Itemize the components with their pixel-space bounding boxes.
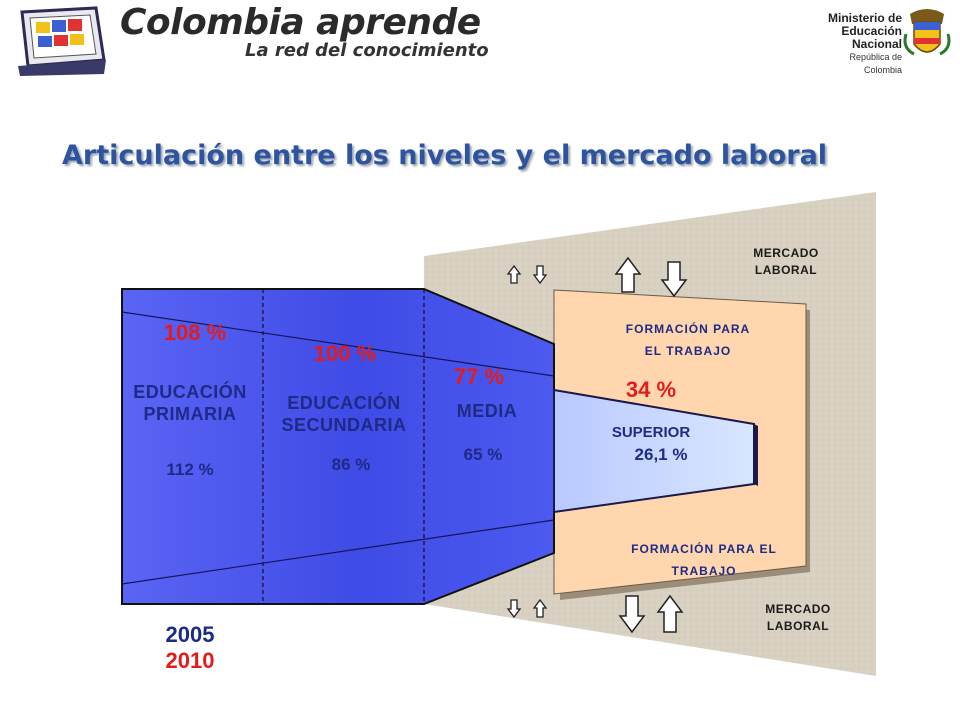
formacion-top-line: EL TRABAJO — [644, 344, 732, 358]
brand-tagline: La red del conocimiento — [245, 40, 489, 61]
ministry-name: Ministerio de Educación Nacional Repúbli… — [812, 12, 902, 77]
arrow-down-icon — [506, 599, 522, 619]
ministry-line: Nacional — [851, 37, 902, 51]
media-rate-2005: 65 % — [463, 445, 503, 464]
secundaria-rate-2005: 86 % — [331, 455, 371, 474]
page-title: Articulación entre los niveles y el merc… — [62, 140, 828, 171]
primaria-label-line: PRIMARIA — [143, 404, 237, 424]
arrow-up-icon — [506, 264, 522, 284]
superior-rate-2005: 26,1 % — [634, 445, 688, 464]
primaria-rate-2005: 112 % — [166, 460, 214, 479]
arrow-down-icon — [532, 265, 548, 285]
primaria-label: EDUCACIÓN PRIMARIA — [120, 381, 260, 425]
secundaria-label-line: EDUCACIÓN — [287, 393, 401, 413]
brand-name: Colombia aprende — [120, 2, 481, 43]
mercado-laboral-top: MERCADO LABORAL — [736, 245, 836, 279]
mercado-laboral-line: LABORAL — [754, 263, 818, 277]
colombia-aprende-logo-icon — [14, 4, 110, 78]
superior-label: SUPERIOR — [611, 424, 691, 441]
mercado-laboral-line: LABORAL — [766, 619, 830, 633]
mercado-laboral-line: MERCADO — [753, 246, 819, 260]
arrow-up-icon — [656, 594, 684, 633]
legend-year-2010: 2010 — [165, 648, 215, 673]
legend-year-2005: 2005 — [165, 622, 215, 647]
formacion-top-label: FORMACIÓN PARA EL TRABAJO — [600, 318, 776, 362]
coat-of-arms-icon — [902, 4, 952, 64]
ministry-line: Educación — [841, 24, 902, 38]
mercado-laboral-line: MERCADO — [765, 602, 831, 616]
arrow-up-icon — [532, 598, 548, 618]
arrow-down-icon — [660, 261, 688, 298]
media-label: MEDIA — [456, 401, 518, 421]
ministry-line: Ministerio de — [827, 11, 902, 25]
mercado-laboral-bottom: MERCADO LABORAL — [748, 601, 848, 635]
primaria-rate-2010: 108 % — [163, 320, 227, 345]
formacion-top-line: FORMACIÓN PARA — [625, 322, 751, 336]
media-rate-2010: 77 % — [453, 364, 505, 389]
ministry-country: República de Colombia — [849, 52, 902, 75]
secundaria-label-line: SECUNDARIA — [281, 415, 407, 435]
formacion-bottom-label: FORMACIÓN PARA EL TRABAJO — [604, 538, 804, 582]
arrow-down-icon — [618, 595, 646, 634]
trend-line-bottom — [121, 519, 555, 585]
arrow-up-icon — [614, 256, 642, 293]
secundaria-rate-2010: 100 % — [313, 341, 377, 366]
formacion-bottom-line: TRABAJO — [671, 564, 737, 578]
secundaria-label: EDUCACIÓN SECUNDARIA — [264, 392, 424, 436]
formacion-bottom-line: FORMACIÓN PARA EL — [631, 542, 777, 556]
primaria-label-line: EDUCACIÓN — [133, 382, 247, 402]
trend-line-top — [121, 311, 555, 377]
superior-rate-2010: 34 % — [625, 377, 677, 402]
